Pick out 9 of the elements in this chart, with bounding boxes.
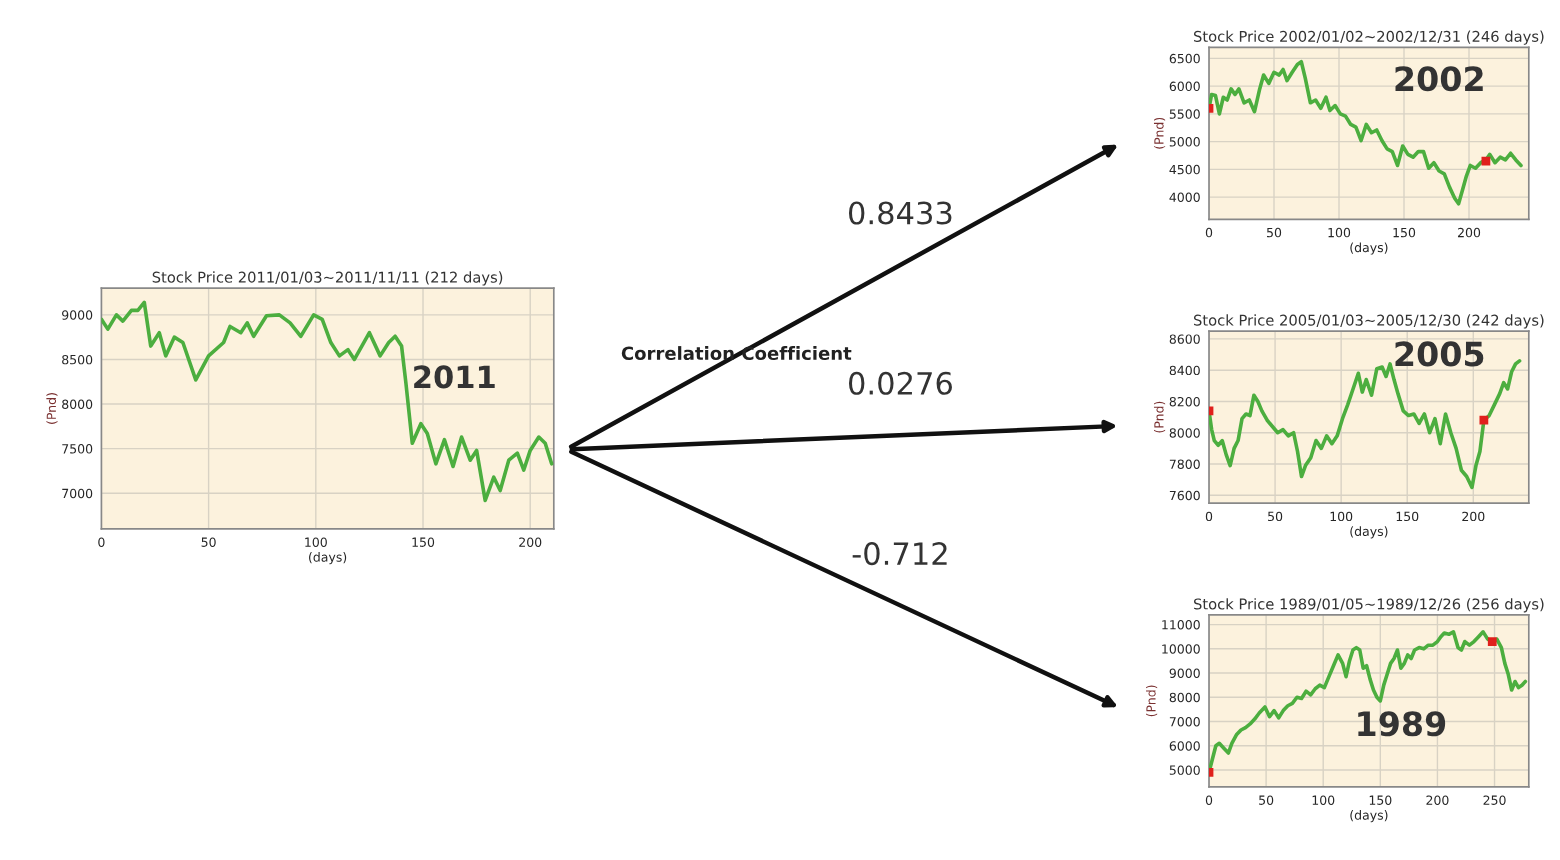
annotation: 2005 (1395, 341, 1484, 367)
line-series (1209, 59, 1523, 206)
text: -0.712 (852, 542, 947, 566)
text: 0.0276 (848, 371, 952, 395)
annotation: 2011 (414, 365, 495, 389)
line-series (101, 300, 554, 503)
text: 0.8433 (848, 201, 952, 225)
annotation: 2002 (1395, 66, 1483, 92)
annotation: 1989 (1358, 711, 1446, 737)
